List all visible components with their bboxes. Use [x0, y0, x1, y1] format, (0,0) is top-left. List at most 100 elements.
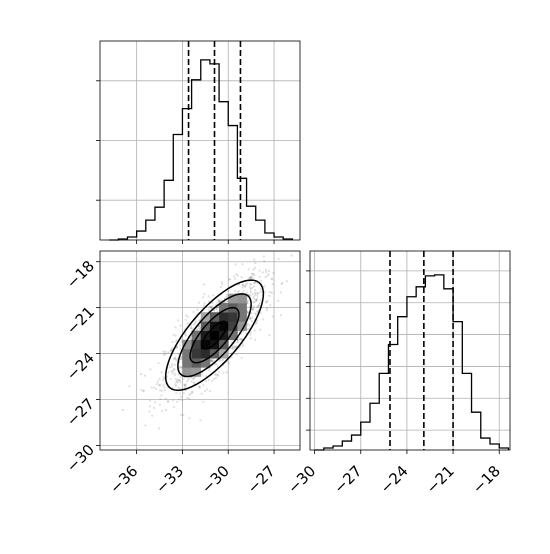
scatter-point: [250, 287, 253, 290]
scatter-point: [197, 385, 201, 388]
scatter-point: [162, 376, 165, 379]
scatter-point: [182, 392, 185, 395]
scatter-point: [246, 302, 249, 305]
scatter-point: [215, 363, 218, 366]
scatter-point: [179, 395, 183, 398]
scatter-point: [179, 324, 182, 327]
joint-2d-xtick-label-0: −36: [106, 462, 141, 497]
scatter-point: [180, 357, 183, 360]
scatter-point: [247, 268, 250, 271]
scatter-point: [204, 380, 208, 383]
scatter-point: [256, 310, 259, 313]
scatter-point: [265, 308, 268, 311]
scatter-point: [192, 381, 196, 384]
joint-2d-content: [121, 254, 293, 430]
scatter-point: [265, 301, 268, 304]
scatter-point: [247, 276, 251, 279]
scatter-point: [272, 272, 275, 275]
scatter-point: [211, 379, 214, 382]
density-cell: [237, 312, 247, 322]
scatter-point: [250, 319, 254, 323]
scatter-point: [271, 278, 274, 281]
scatter-point: [173, 374, 176, 377]
scatter-point: [199, 419, 202, 422]
scatter-point: [158, 384, 161, 387]
density-cell: [200, 339, 211, 350]
scatter-point: [158, 389, 162, 392]
scatter-point: [174, 384, 178, 387]
scatter-point: [142, 390, 145, 393]
scatter-point: [207, 378, 210, 382]
scatter-point: [216, 365, 219, 368]
scatter-point: [257, 304, 260, 307]
scatter-point: [198, 319, 201, 322]
scatter-point: [269, 304, 272, 307]
joint-2d-ytick-label-1: −21: [63, 303, 98, 338]
scatter-point: [253, 285, 256, 288]
scatter-point: [188, 393, 191, 396]
scatter-point: [202, 384, 205, 387]
scatter-point: [261, 271, 264, 274]
scatter-point: [176, 345, 179, 348]
scatter-point: [174, 334, 177, 337]
scatter-point: [198, 386, 202, 389]
scatter-point: [244, 285, 247, 288]
scatter-point: [121, 408, 124, 412]
scatter-point: [216, 310, 219, 313]
scatter-point: [164, 397, 167, 400]
scatter-point: [175, 380, 178, 383]
scatter-point: [242, 344, 245, 348]
scatter-point: [178, 392, 182, 395]
scatter-point: [219, 300, 222, 303]
scatter-point: [271, 315, 274, 318]
scatter-point: [207, 295, 210, 298]
scatter-point: [163, 389, 166, 392]
scatter-point: [270, 291, 273, 294]
scatter-point: [268, 294, 271, 297]
contour-line-1: [189, 306, 240, 364]
scatter-point: [221, 358, 225, 361]
scatter-point: [191, 377, 195, 381]
scatter-point: [155, 387, 158, 391]
scatter-point: [218, 359, 222, 362]
scatter-point: [258, 269, 261, 272]
scatter-point: [225, 293, 229, 296]
histogram-y-xtick-label-4: −18: [469, 462, 504, 497]
scatter-point: [217, 305, 220, 308]
scatter-point: [264, 276, 267, 279]
scatter-point: [249, 333, 252, 336]
histogram-y-xtick-label-2: −24: [377, 462, 412, 497]
histogram-y-frame: [309, 250, 511, 451]
joint-2d-frame: [99, 250, 301, 451]
scatter-point: [180, 413, 183, 416]
scatter-point: [174, 356, 177, 359]
scatter-point: [186, 396, 189, 399]
scatter-point: [169, 349, 172, 353]
scatter-point: [184, 318, 187, 321]
scatter-point: [250, 277, 253, 280]
density-cell: [182, 358, 192, 368]
scatter-point: [173, 372, 177, 375]
scatter-point: [248, 316, 251, 319]
scatter-point: [251, 308, 254, 311]
scatter-point: [250, 275, 253, 278]
scatter-point: [254, 289, 257, 292]
scatter-point: [178, 379, 181, 382]
scatter-point: [235, 273, 238, 276]
scatter-point: [189, 324, 193, 327]
scatter-point: [255, 298, 258, 302]
scatter-point: [166, 400, 170, 403]
scatter-point: [263, 290, 266, 294]
density-cell: [228, 330, 238, 341]
scatter-point: [208, 390, 211, 393]
scatter-point: [197, 327, 200, 331]
scatter-point: [252, 305, 255, 308]
density-cell: [182, 367, 192, 377]
scatter-point: [158, 403, 161, 406]
scatter-point: [271, 283, 274, 286]
scatter-point: [173, 357, 177, 360]
scatter-point: [184, 333, 187, 336]
scatter-point: [266, 274, 269, 278]
density-cell: [228, 293, 238, 304]
